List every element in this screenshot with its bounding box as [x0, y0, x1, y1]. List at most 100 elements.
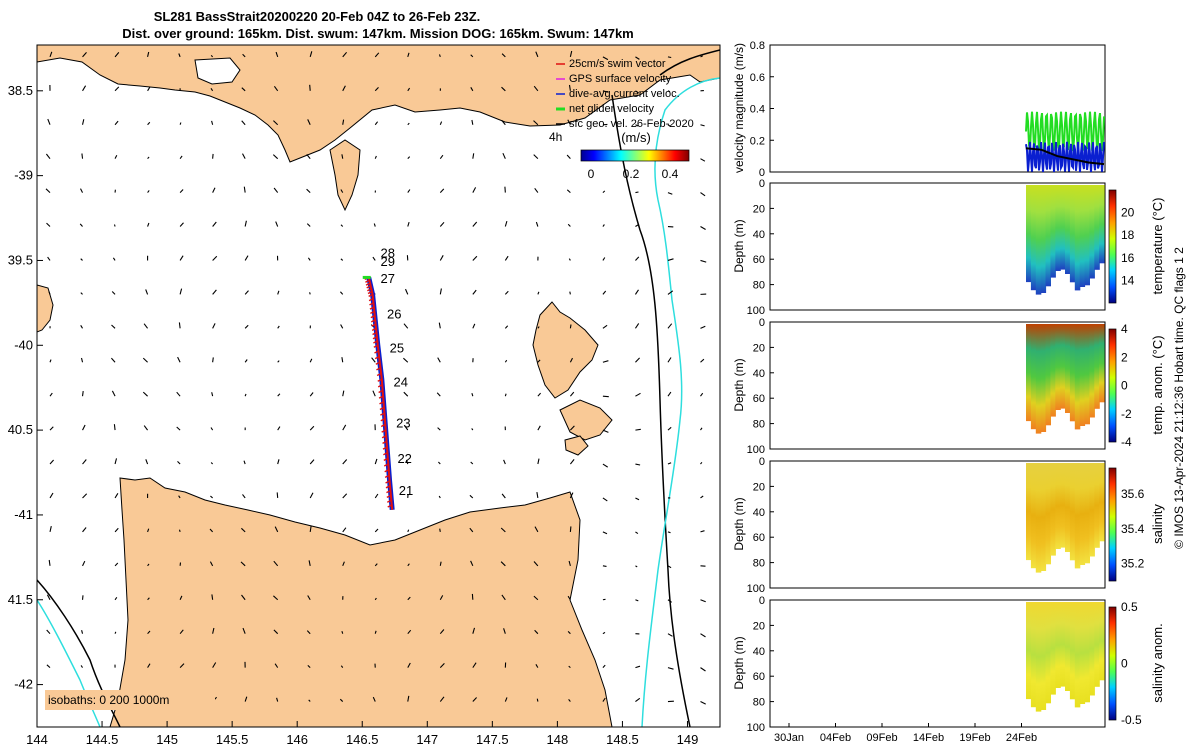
swim-vector: [366, 285, 372, 289]
current-vector: [306, 188, 311, 193]
current-vector: [372, 390, 376, 397]
current-vector: [147, 121, 151, 126]
current-vector: [436, 392, 441, 397]
section-cell: [1084, 463, 1090, 564]
current-vector: [209, 528, 214, 533]
current-vector: [602, 190, 606, 194]
current-vector: [537, 458, 540, 465]
current-vector: [533, 561, 539, 567]
time-tick-label: 24Feb: [1006, 732, 1037, 744]
current-vector: [568, 699, 571, 702]
current-vector: [439, 121, 443, 125]
section-cell: [1030, 324, 1037, 430]
current-vector: [373, 223, 376, 227]
section-cell: [1040, 463, 1047, 571]
map-y-tick-label: 38.5: [8, 83, 33, 98]
current-vector: [405, 459, 409, 465]
velocity-panel: 0 0.2 0.4 0.6 0.8 velocity magnitude (m/s): [732, 40, 1106, 179]
current-vector: [82, 527, 87, 533]
current-vector: [439, 221, 445, 227]
current-vector: [602, 290, 607, 295]
swim-vector: [369, 302, 374, 306]
current-vector: [501, 594, 506, 601]
current-vector: [210, 88, 214, 92]
current-vector: [273, 629, 279, 635]
velocity-tick-label: 0: [759, 167, 765, 179]
depth-tick-label: 40: [753, 507, 765, 519]
current-vector: [374, 121, 379, 126]
current-vector: [277, 393, 281, 397]
swim-vector: [378, 395, 384, 399]
map-colorbar: [580, 149, 690, 162]
current-vector: [700, 599, 706, 603]
depth-label: Depth (m): [732, 358, 746, 411]
swim-vector: [380, 412, 385, 416]
current-vector: [635, 124, 639, 127]
current-vector: [244, 696, 248, 702]
current-vector: [533, 154, 539, 160]
swim-vector: [373, 340, 378, 344]
current-vector: [342, 51, 348, 58]
current-vector: [602, 360, 609, 363]
section-cell: [1084, 602, 1090, 703]
colorbar-tick-label: 18: [1121, 228, 1135, 242]
depth-tick-label: 40: [753, 368, 765, 380]
section-cell: [1099, 602, 1105, 681]
current-vector: [635, 357, 640, 363]
current-vector: [308, 560, 311, 566]
current-vector: [407, 596, 411, 601]
current-vector: [339, 698, 344, 702]
colorbar-tick-0: 0: [588, 167, 595, 181]
current-vector: [147, 563, 150, 567]
current-vector: [635, 223, 640, 227]
current-vector: [667, 357, 672, 363]
current-vector: [244, 220, 247, 227]
colorbar-sal_anom: [1108, 606, 1117, 721]
current-vector: [504, 255, 509, 261]
current-vector: [342, 561, 345, 567]
section-cell: [1099, 185, 1105, 264]
current-vector: [439, 288, 442, 295]
current-vector: [176, 426, 181, 431]
swim-vector: [368, 298, 374, 302]
depth-tick-label: 80: [753, 558, 765, 570]
swim-vector: [368, 293, 373, 298]
depth-tick-label: 60: [753, 671, 765, 683]
time-tick-label: 14Feb: [913, 732, 944, 744]
map-y-tick-label: -39: [14, 168, 33, 183]
current-vector: [112, 257, 116, 261]
current-vector: [438, 322, 441, 329]
current-vector: [602, 257, 606, 261]
swim-vector: [369, 306, 375, 310]
swim-vector: [380, 423, 386, 428]
map-x-tick-label: 146: [286, 732, 308, 747]
section-panel-salinity: 0 20 40 60 80 100 Depth (m) 35.6 35.4 35.2 salinit…: [732, 456, 1165, 595]
current-vector: [437, 461, 441, 465]
section-cell: [1050, 602, 1056, 695]
swim-vector: [365, 282, 371, 286]
swim-vector: [382, 440, 387, 445]
current-vector: [501, 53, 506, 58]
current-vector: [568, 84, 571, 91]
current-vector: [80, 665, 83, 668]
land-port-phillip: [194, 57, 241, 85]
depth-tick-label: 0: [759, 595, 765, 607]
current-vector: [342, 527, 347, 533]
current-vector: [472, 289, 477, 295]
current-vector: [179, 663, 185, 669]
map-x-tick-label: 146.5: [346, 732, 379, 747]
colorbar-label-temp_anom: temp. anom. (°C): [1150, 335, 1165, 434]
current-vector: [667, 323, 673, 329]
current-vector: [176, 391, 181, 397]
legend-label-dive: dive-avg current veloc.: [569, 88, 680, 100]
current-vector: [602, 463, 608, 468]
current-vector: [667, 124, 671, 127]
current-vector: [307, 257, 311, 261]
current-vector: [568, 258, 571, 261]
current-vector: [471, 393, 474, 397]
section-cell: [1069, 463, 1076, 561]
current-vector: [700, 530, 705, 533]
current-vector: [342, 119, 345, 125]
land-wilsons-promontory: [329, 139, 361, 212]
current-vector: [635, 599, 639, 602]
